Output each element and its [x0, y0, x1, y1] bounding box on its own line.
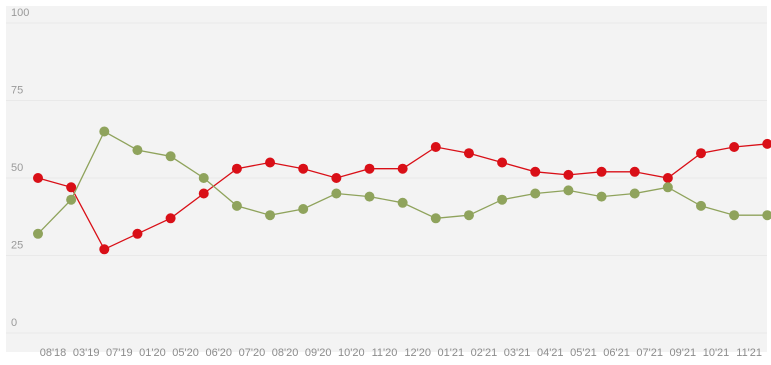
- x-tick-label: 09'21: [670, 347, 697, 359]
- x-tick-label: 03'21: [504, 347, 531, 359]
- series-1-point: [397, 163, 408, 174]
- x-tick-label: 08'18: [40, 347, 67, 359]
- x-tick-label: 02'21: [471, 347, 498, 359]
- series-2-point: [762, 210, 771, 221]
- x-tick-label: 05'21: [570, 347, 597, 359]
- series-2-point: [463, 210, 474, 221]
- series-2-point: [165, 151, 176, 162]
- series-2-point: [298, 204, 309, 214]
- series-1-point: [696, 148, 706, 159]
- y-tick-label: 25: [11, 240, 23, 252]
- series-1-point: [99, 244, 110, 255]
- series-2-point: [364, 191, 375, 202]
- x-tick-label: 03'19: [73, 347, 100, 359]
- x-tick-label: 07'19: [106, 347, 133, 359]
- x-tick-label: 06'21: [603, 347, 630, 359]
- series-2-point: [265, 210, 276, 221]
- series-1-point: [596, 166, 607, 177]
- x-tick-label: 07'21: [636, 347, 663, 359]
- series-2-point: [33, 228, 43, 239]
- series-1-point: [497, 157, 508, 168]
- x-tick-label: 10'20: [338, 347, 365, 359]
- series-2-point: [596, 191, 607, 202]
- series-1-point: [231, 163, 242, 174]
- grid-lines: [6, 22, 767, 334]
- series-2-point: [430, 213, 441, 224]
- series-1-point: [132, 228, 143, 239]
- x-tick-label: 10'21: [703, 347, 730, 359]
- series-2-point: [563, 185, 574, 196]
- x-axis-ticks: 08'18 03'19 07'19 01'20 05'20 06'20 07'20 08'20…: [40, 347, 762, 359]
- series-1-point: [530, 166, 541, 177]
- series-2-point: [729, 210, 740, 221]
- series-1-point: [430, 142, 441, 152]
- series-1-point: [629, 166, 640, 177]
- series-1-point: [463, 148, 474, 159]
- series-2-markers: [33, 126, 771, 239]
- series-1-point: [66, 182, 77, 193]
- x-tick-label: 01'21: [438, 347, 465, 359]
- series-2-point: [231, 200, 242, 211]
- series-2-point: [397, 197, 408, 208]
- series-2-point: [530, 188, 541, 199]
- x-tick-label: 09'20: [305, 347, 332, 359]
- series-2-point: [132, 145, 143, 156]
- series-1-point: [729, 142, 740, 152]
- series-group: [33, 126, 771, 255]
- x-tick-label: 01'20: [139, 347, 166, 359]
- x-tick-label: 11'20: [372, 347, 398, 359]
- y-tick-label: 50: [11, 162, 23, 174]
- x-tick-label: 04'21: [537, 347, 564, 359]
- series-1-point: [662, 173, 673, 183]
- series-1-point: [298, 163, 309, 174]
- series-2-point: [696, 200, 706, 211]
- series-2-point: [198, 173, 209, 183]
- series-2-point: [331, 188, 342, 199]
- y-tick-label: 100: [11, 7, 29, 19]
- y-tick-label: 75: [11, 85, 23, 97]
- series-1-point: [331, 173, 342, 183]
- x-tick-label: 07'20: [239, 347, 266, 359]
- series-2-point: [99, 126, 110, 137]
- series-1-point: [265, 157, 276, 168]
- x-tick-label: 05'20: [172, 347, 199, 359]
- series-1-point: [33, 173, 43, 183]
- series-1-point: [165, 213, 176, 224]
- series-1-point: [563, 169, 574, 180]
- series-2-point: [497, 194, 508, 205]
- series-2-point: [66, 194, 77, 205]
- series-1-point: [198, 188, 209, 199]
- x-tick-label: 12'20: [404, 347, 431, 359]
- series-2-point: [662, 182, 673, 193]
- series-1-point: [762, 138, 771, 149]
- y-tick-label: 0: [11, 317, 17, 329]
- x-tick-label: 06'20: [205, 347, 232, 359]
- y-axis-ticks: 0 25 50 75 100: [11, 7, 29, 329]
- series-2-point: [629, 188, 640, 199]
- series-1-markers: [33, 138, 771, 255]
- series-1-point: [364, 163, 375, 174]
- x-tick-label: 08'20: [272, 347, 299, 359]
- x-tick-label: 11'21: [736, 347, 762, 359]
- plot-area-background: [6, 6, 767, 352]
